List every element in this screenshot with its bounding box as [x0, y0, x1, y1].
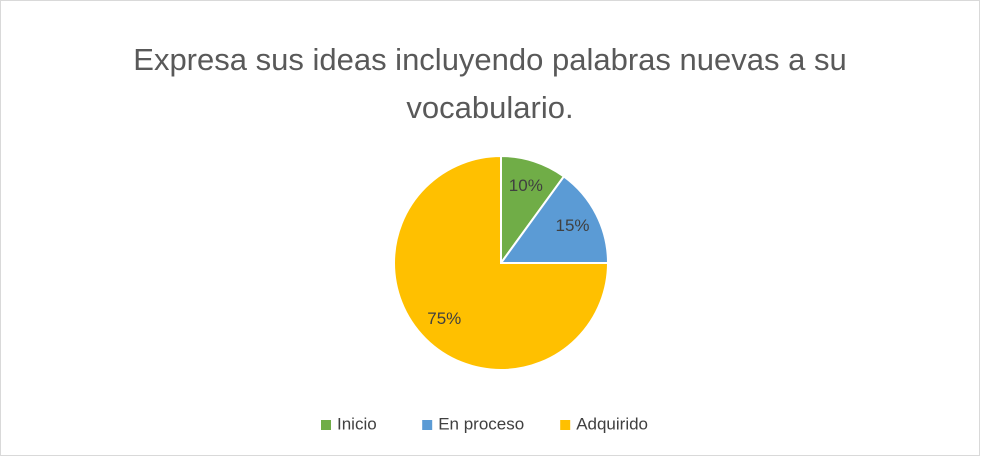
legend-swatch [321, 420, 331, 430]
legend-label: Adquirido [576, 414, 648, 433]
chart-title: Expresa sus ideas incluyendo palabras nu… [133, 42, 847, 125]
legend-label: En proceso [438, 414, 524, 433]
data-label: 10% [509, 176, 543, 195]
legend-label: Inicio [337, 414, 377, 433]
data-label: 15% [555, 216, 589, 235]
legend-swatch [422, 420, 433, 430]
pie-slice [499, 175, 610, 264]
pie-slice [393, 154, 610, 371]
legend-swatch [560, 420, 571, 430]
data-label: 75% [427, 309, 461, 328]
